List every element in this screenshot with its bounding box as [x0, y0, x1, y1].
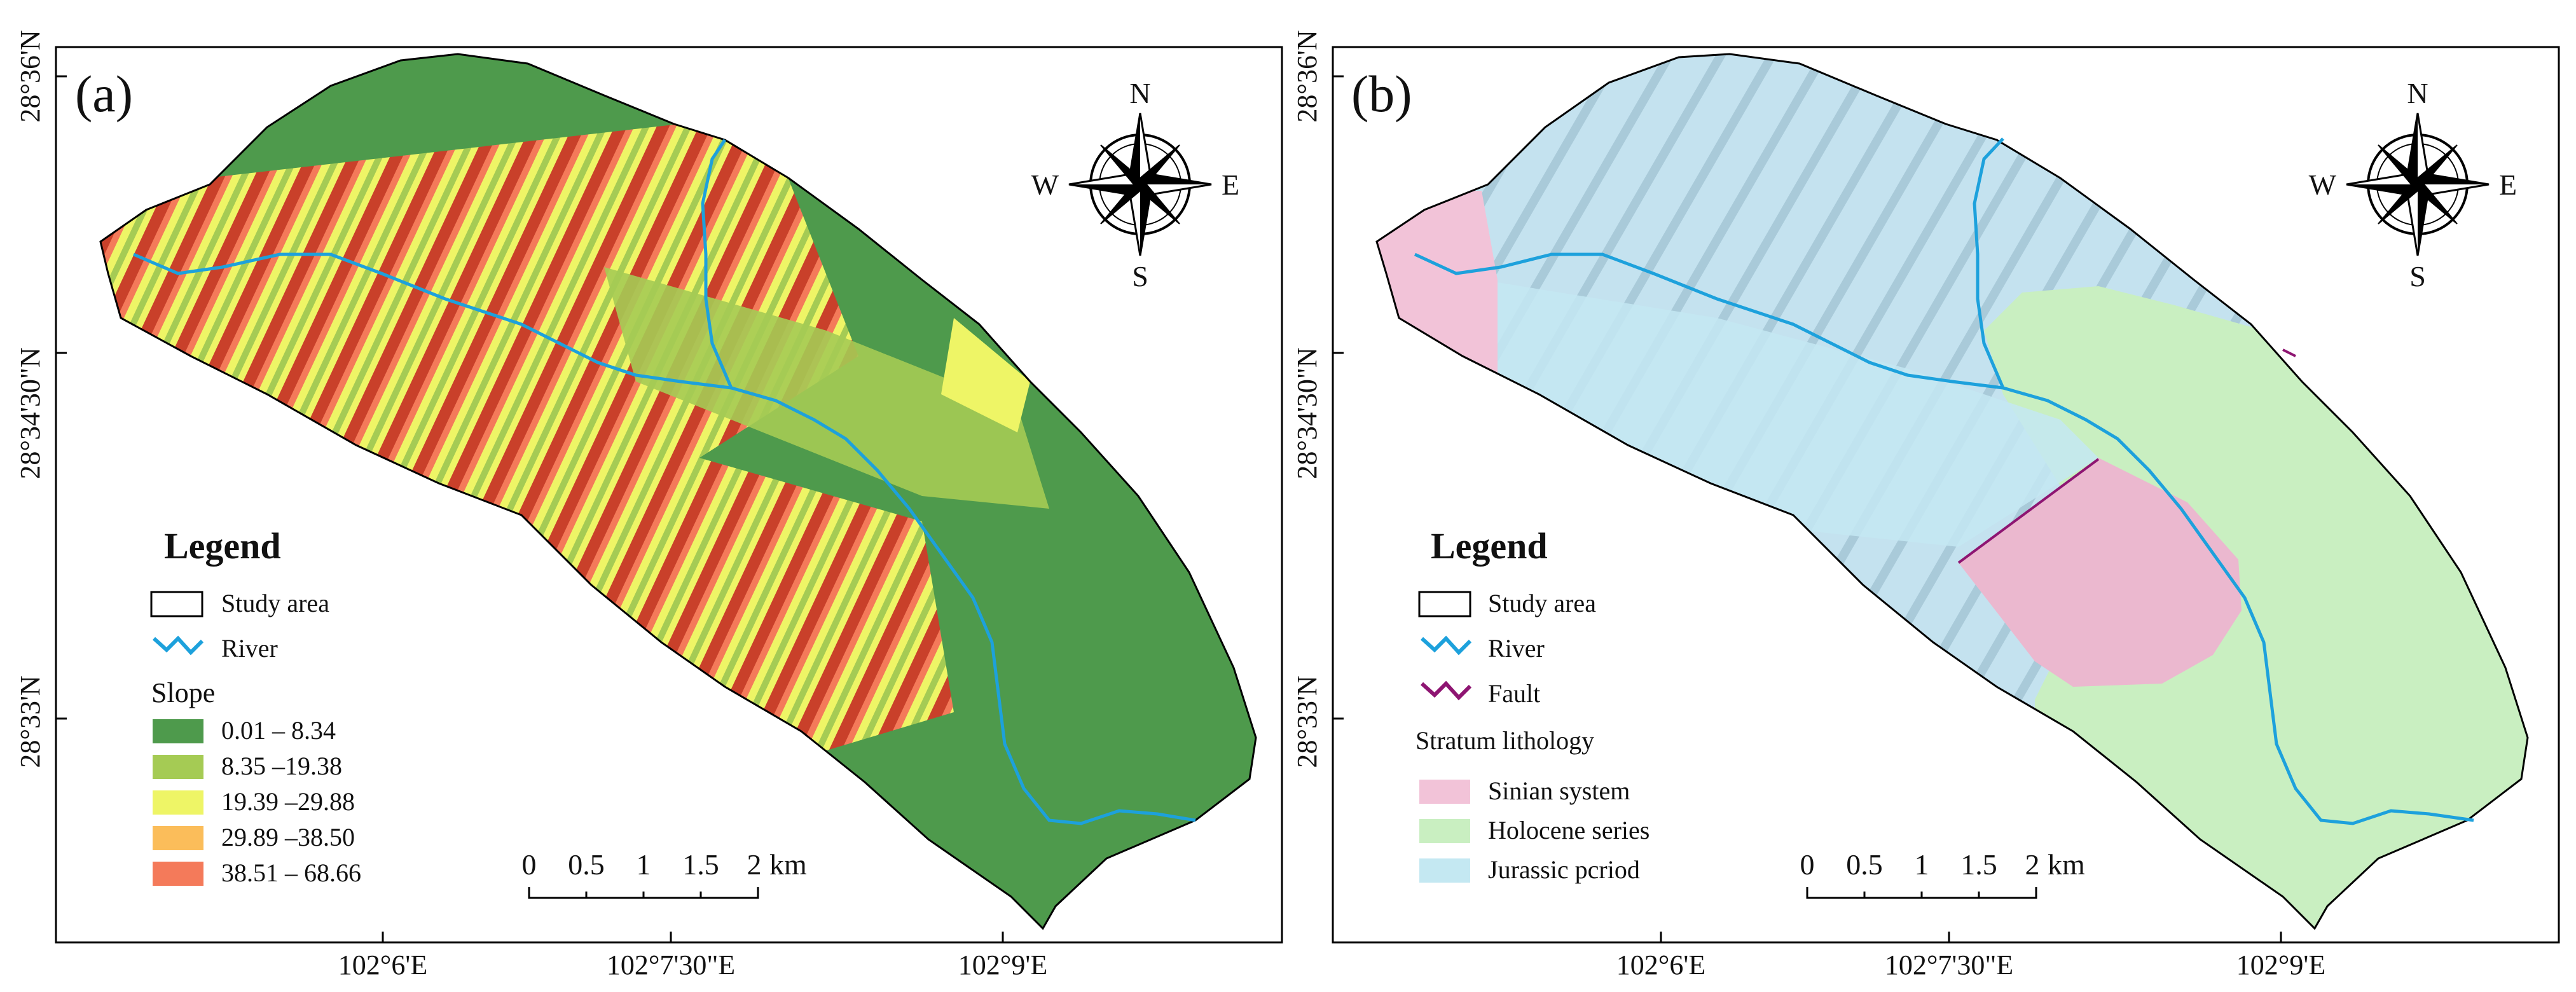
lon-tick-label: 102°6'E: [1616, 949, 1705, 981]
legend-swatch: [153, 862, 203, 886]
scale-tick-label: 1.5: [682, 848, 719, 881]
panel-a: (a) 28°36'N 28°34'30"N 28°33'N 102°6'E 1…: [15, 30, 1283, 981]
lon-tick-label: 102°6'E: [338, 949, 427, 981]
panel-label: (a): [75, 65, 133, 123]
legend-swatch: [153, 719, 203, 743]
scale-tick-label: 1: [637, 848, 651, 881]
scale-tick-label: 0: [522, 848, 537, 881]
river-tributary: [1973, 137, 2005, 389]
panel-b: (b) 28°36'N 28°34'30"N 28°33'N 102°6'E: [1291, 30, 2560, 981]
scale-tick-label: 0.5: [568, 848, 605, 881]
scale-bar: 0 0.5 1 1.5 2 km: [522, 848, 807, 899]
legend: Legend Study area River Slope 0.01 – 8.3…: [150, 525, 361, 887]
compass-s: S: [2409, 260, 2426, 293]
legend-title: Legend: [1431, 525, 1548, 567]
legend-river-swatch: [152, 635, 204, 656]
lat-tick-label: 28°33'N: [1291, 675, 1323, 768]
legend-river-label: River: [1488, 634, 1545, 663]
compass-e: E: [1222, 169, 1239, 201]
legend-swatch: [153, 755, 203, 779]
scale-unit: km: [769, 848, 807, 881]
legend-class-label: 29.89 –38.50: [221, 823, 355, 851]
sinian-system-zone-southeast: [1959, 458, 2242, 687]
compass-w: W: [1031, 169, 1059, 201]
legend-fault-swatch: [1420, 680, 1472, 701]
scale-unit: km: [2048, 848, 2085, 881]
scale-tick-label: 0.5: [1846, 848, 1883, 881]
legend-study-area-label: Study area: [1488, 589, 1596, 617]
lat-ticks: 28°36'N 28°34'30"N 28°33'N: [15, 30, 67, 768]
legend-class-label: Holocene series: [1488, 816, 1650, 844]
legend-stratum-title: Stratum lithology: [1415, 726, 1594, 755]
lat-tick-label: 28°36'N: [15, 30, 46, 122]
legend-river-label: River: [221, 634, 278, 663]
scale-tick-label: 1.5: [1960, 848, 1997, 881]
scale-tick-label: 1: [1915, 848, 1929, 881]
lon-ticks: 102°6'E 102°7'30"E 102°9'E: [1616, 932, 2325, 981]
lon-ticks: 102°6'E 102°7'30"E 102°9'E: [338, 932, 1047, 981]
legend-swatch: [1419, 819, 1470, 843]
lat-tick-label: 28°34'30"N: [15, 347, 46, 479]
legend-swatch: [153, 826, 203, 850]
legend-fault-label: Fault: [1488, 679, 1540, 708]
panel-label: (b): [1351, 65, 1412, 123]
legend-class-label: 19.39 –29.88: [221, 787, 355, 816]
legend-class-label: 8.35 –19.38: [221, 752, 342, 780]
compass-n: N: [2407, 77, 2428, 109]
lat-tick-label: 28°34'30"N: [1291, 347, 1323, 479]
scale-tick-label: 2: [747, 848, 762, 881]
river: [1414, 252, 2474, 825]
legend-swatch: [1419, 858, 1470, 883]
legend-slope-title: Slope: [151, 677, 215, 708]
scale-tick-label: 0: [1800, 848, 1815, 881]
legend-river-swatch: [1420, 635, 1472, 656]
river: [133, 252, 1196, 825]
fault-segment: [2282, 348, 2296, 357]
legend-title: Legend: [164, 525, 281, 567]
lat-tick-label: 28°33'N: [15, 675, 46, 768]
legend-study-area-swatch: [150, 591, 203, 617]
scale-bar: 0 0.5 1 1.5 2 km: [1800, 848, 2085, 899]
lon-tick-label: 102°7'30"E: [607, 949, 735, 981]
legend-study-area-label: Study area: [221, 589, 329, 617]
legend-class-label: Sinian system: [1488, 776, 1630, 805]
lon-tick-label: 102°9'E: [958, 949, 1047, 981]
compass-w: W: [2309, 169, 2337, 201]
legend: Legend Study area River Fault Stratum li…: [1415, 525, 1650, 884]
legend-swatch: [1419, 780, 1470, 804]
lon-tick-label: 102°7'30"E: [1885, 949, 2013, 981]
legend-class-label: 0.01 – 8.34: [221, 716, 336, 745]
compass-n: N: [1129, 77, 1150, 109]
legend-class-label: 38.51 – 68.66: [221, 858, 361, 887]
north-arrow-compass: N S E W: [2309, 77, 2517, 293]
lon-tick-label: 102°9'E: [2236, 949, 2325, 981]
lat-ticks: 28°36'N 28°34'30"N 28°33'N: [1291, 30, 1344, 768]
scale-tick-label: 2: [2025, 848, 2040, 881]
compass-e: E: [2499, 169, 2517, 201]
lat-tick-label: 28°36'N: [1291, 30, 1323, 122]
north-arrow-compass: N S E W: [1031, 77, 1240, 293]
legend-class-label: Jurassic pcriod: [1488, 855, 1640, 884]
legend-study-area-swatch: [1418, 591, 1471, 617]
fault: [1957, 458, 2100, 564]
compass-s: S: [1132, 260, 1148, 293]
river-tributary: [701, 139, 733, 389]
legend-swatch: [153, 790, 203, 815]
